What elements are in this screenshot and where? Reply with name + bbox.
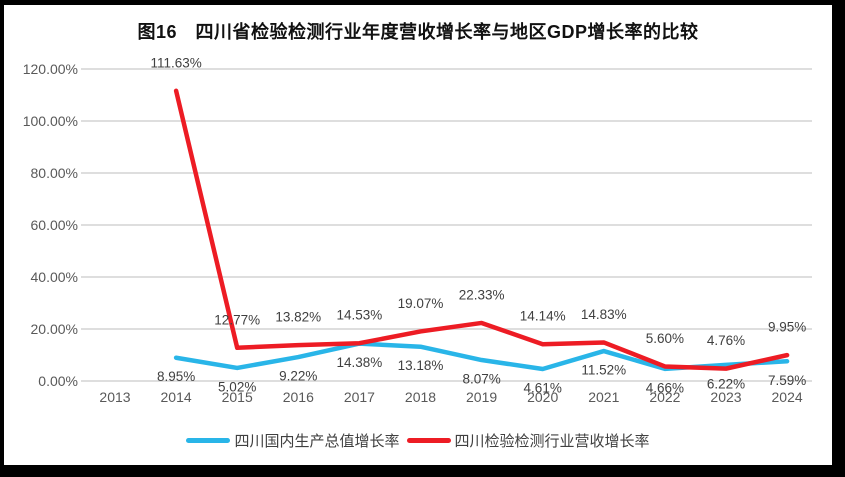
legend-swatch-gdp-icon — [186, 438, 231, 443]
chart-title: 图16 四川省检验检测行业年度营收增长率与地区GDP增长率的比较 — [137, 22, 699, 42]
legend-item-gdp: 四川国内生产总值增长率 — [186, 430, 400, 451]
x-axis-tick-label: 2017 — [344, 389, 375, 405]
x-axis-tick-label: 2015 — [222, 389, 253, 405]
data-label-series-0: 9.22% — [279, 369, 317, 384]
line-chart: 120.00% 100.00% 80.00% 60.00% 40.00% 20.00% 0.… — [23, 55, 812, 405]
data-label-series-1: 19.07% — [398, 296, 444, 311]
data-label-series-1: 14.83% — [581, 307, 627, 322]
legend: 四川国内生产总值增长率 四川检验检测行业营收增长率 — [4, 430, 832, 451]
data-label-series-1: 13.82% — [275, 310, 321, 325]
legend-item-industry: 四川检验检测行业营收增长率 — [406, 430, 650, 451]
data-label-series-1: 111.63% — [150, 55, 201, 70]
data-label-series-1: 14.53% — [337, 308, 383, 323]
y-axis-tick-label: 60.00% — [31, 217, 78, 233]
chart-canvas: 120.00% 100.00% 80.00% 60.00% 40.00% 20.00% 0.… — [4, 5, 832, 465]
series-line-1 — [173, 88, 790, 371]
y-axis-tick-label: 40.00% — [31, 269, 78, 285]
y-axis-tick-label: 120.00% — [23, 61, 78, 77]
data-label-series-0: 6.22% — [707, 376, 745, 391]
data-label-series-0: 4.61% — [524, 381, 562, 396]
x-axis-tick-label: 2018 — [405, 389, 436, 405]
y-axis-tick-label: 0.00% — [38, 373, 78, 389]
data-label-series-0: 8.07% — [462, 372, 500, 387]
legend-label-industry: 四川检验检测行业营收增长率 — [454, 433, 650, 450]
y-axis-tick-label: 100.00% — [23, 113, 78, 129]
legend-label-gdp: 四川国内生产总值增长率 — [234, 433, 400, 450]
x-axis-tick-label: 2016 — [283, 389, 314, 405]
x-axis-tick-label: 2024 — [772, 389, 803, 405]
data-label-series-1: 22.33% — [459, 287, 505, 302]
x-axis-tick-label: 2013 — [99, 389, 130, 405]
data-label-series-1: 14.14% — [520, 309, 566, 324]
x-axis-tick-label: 2022 — [649, 389, 680, 405]
data-label-series-0: 14.38% — [337, 355, 383, 370]
x-axis-tick-label: 2023 — [710, 389, 741, 405]
x-axis-tick-label: 2014 — [161, 389, 192, 405]
data-label-series-1: 4.76% — [707, 333, 745, 348]
data-label-series-1: 9.95% — [768, 320, 806, 335]
x-axis-tick-label: 2019 — [466, 389, 497, 405]
data-label-series-1: 5.60% — [646, 331, 684, 346]
data-label-series-0: 8.95% — [157, 369, 195, 384]
x-axis-tick-label: 2021 — [588, 389, 619, 405]
y-axis-tick-label: 20.00% — [31, 321, 78, 337]
data-label-series-0: 5.02% — [218, 379, 256, 394]
legend-swatch-industry-icon — [406, 438, 451, 443]
data-label-series-0: 13.18% — [398, 358, 444, 373]
data-label-series-0: 11.52% — [581, 363, 626, 378]
x-axis-tick-label: 2020 — [527, 389, 558, 405]
data-label-series-1: 12.77% — [214, 312, 260, 327]
y-axis-tick-label: 80.00% — [31, 165, 78, 181]
data-label-series-0: 4.66% — [646, 380, 684, 395]
data-label-series-0: 7.59% — [768, 373, 806, 388]
